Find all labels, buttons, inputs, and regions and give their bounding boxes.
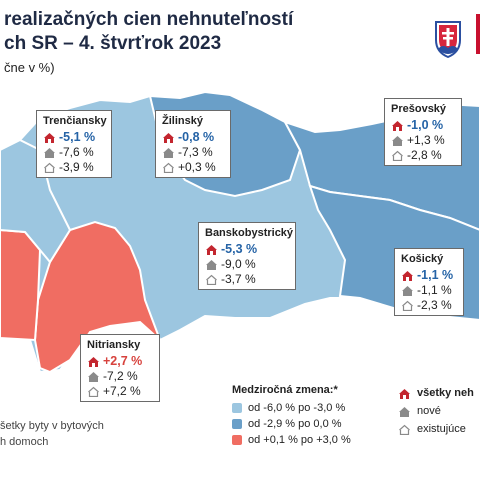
legend-item: od +0,1 % po +3,0 %	[232, 432, 351, 448]
map-title: realizačných cien nehnuteľností ch SR – …	[4, 8, 293, 56]
value-all: -5,3 %	[221, 242, 258, 256]
region-name: Košický	[401, 253, 444, 265]
legend-label: od -6,0 % po -3,0 %	[248, 402, 346, 414]
house-existing-icon	[205, 274, 218, 286]
region-box-banskobystricky: Banskobystrický -5,3 % -9,0 % -3,7 %	[198, 222, 296, 290]
region-name: Banskobystrický	[205, 227, 294, 239]
region-box-presovsky: Prešovský -1,0 % +1,3 % -2,8 %	[384, 98, 462, 166]
region-name: Nitriansky	[87, 339, 141, 351]
slovak-coat-of-arms-logo	[435, 21, 461, 58]
house-all-icon	[43, 132, 56, 143]
legend-item: od -6,0 % po -3,0 %	[232, 400, 351, 416]
region-name: Trenčiansky	[43, 115, 107, 127]
value-all: -1,0 %	[407, 118, 444, 132]
region-box-kosicky: Košický -1,1 % -1,1 % -2,3 %	[394, 248, 464, 316]
value-existing: +0,3 %	[178, 160, 216, 174]
house-all-icon	[162, 132, 175, 143]
house-new-icon	[391, 135, 404, 146]
house-existing-icon	[43, 162, 56, 174]
value-existing: -3,7 %	[221, 272, 256, 286]
value-all: +2,7 %	[103, 354, 143, 368]
value-existing: -3,9 %	[59, 160, 94, 174]
region-box-zilinsky: Žilinský -0,8 % -7,3 % +0,3 %	[155, 110, 231, 178]
value-all: -5,1 %	[59, 130, 96, 144]
value-existing: -2,3 %	[417, 298, 452, 312]
house-all-icon	[205, 244, 218, 255]
region-bratislavsky	[0, 228, 42, 342]
house-existing-icon	[162, 162, 175, 174]
title-line-1: realizačných cien nehnuteľností	[4, 9, 294, 30]
legend-swatch-light	[232, 403, 242, 413]
value-existing: -2,8 %	[407, 148, 442, 162]
house-existing-icon	[87, 386, 100, 398]
footnote: šetky byty v bytových h domoch	[0, 418, 104, 450]
legend-label: od -2,9 % po 0,0 %	[248, 418, 342, 430]
house-new-icon	[205, 259, 218, 270]
house-existing-icon	[398, 424, 411, 435]
color-legend: Medziročná zmena:* od -6,0 % po -3,0 % o…	[232, 384, 351, 448]
type-legend: všetky neh nové existujúce	[398, 384, 474, 438]
brand-bar	[476, 14, 480, 54]
house-existing-icon	[391, 150, 404, 162]
value-new: -1,1 %	[417, 283, 452, 297]
value-new: +1,3 %	[407, 133, 445, 147]
legend-label: od +0,1 % po +3,0 %	[248, 434, 351, 446]
region-name: Prešovský	[391, 103, 447, 115]
footnote-line-2: h domoch	[0, 436, 49, 448]
house-all-icon	[391, 120, 404, 131]
footnote-line-1: šetky byty v bytových	[0, 420, 104, 432]
value-new: -7,6 %	[59, 145, 94, 159]
type-legend-new: nové	[417, 405, 441, 417]
legend-item: od -2,9 % po 0,0 %	[232, 416, 351, 432]
house-all-icon	[398, 388, 411, 399]
house-all-icon	[401, 270, 414, 281]
house-new-icon	[401, 285, 414, 296]
legend-heading: Medziročná zmena:*	[232, 384, 338, 396]
legend-swatch-red	[232, 435, 242, 445]
house-all-icon	[87, 356, 100, 367]
value-all: -0,8 %	[178, 130, 215, 144]
region-name: Žilinský	[162, 115, 203, 127]
house-new-icon	[398, 406, 411, 417]
house-new-icon	[87, 371, 100, 382]
type-legend-existing: existujúce	[417, 423, 466, 435]
value-new: -9,0 %	[221, 257, 256, 271]
region-trnavsky	[0, 138, 72, 264]
region-box-nitriansky: Nitriansky +2,7 % -7,2 % +7,2 %	[80, 334, 160, 402]
region-box-trenciansky: Trenčiansky -5,1 % -7,6 % -3,9 %	[36, 110, 112, 178]
value-new: -7,3 %	[178, 145, 213, 159]
house-new-icon	[162, 147, 175, 158]
house-existing-icon	[401, 300, 414, 312]
value-new: -7,2 %	[103, 369, 138, 383]
value-all: -1,1 %	[417, 268, 454, 282]
value-existing: +7,2 %	[103, 384, 141, 398]
house-new-icon	[43, 147, 56, 158]
map-subtitle: čne v %)	[4, 60, 55, 75]
legend-swatch-medium	[232, 419, 242, 429]
title-line-2: ch SR – 4. štvrťrok 2023	[4, 33, 222, 54]
type-legend-all: všetky neh	[417, 387, 474, 399]
